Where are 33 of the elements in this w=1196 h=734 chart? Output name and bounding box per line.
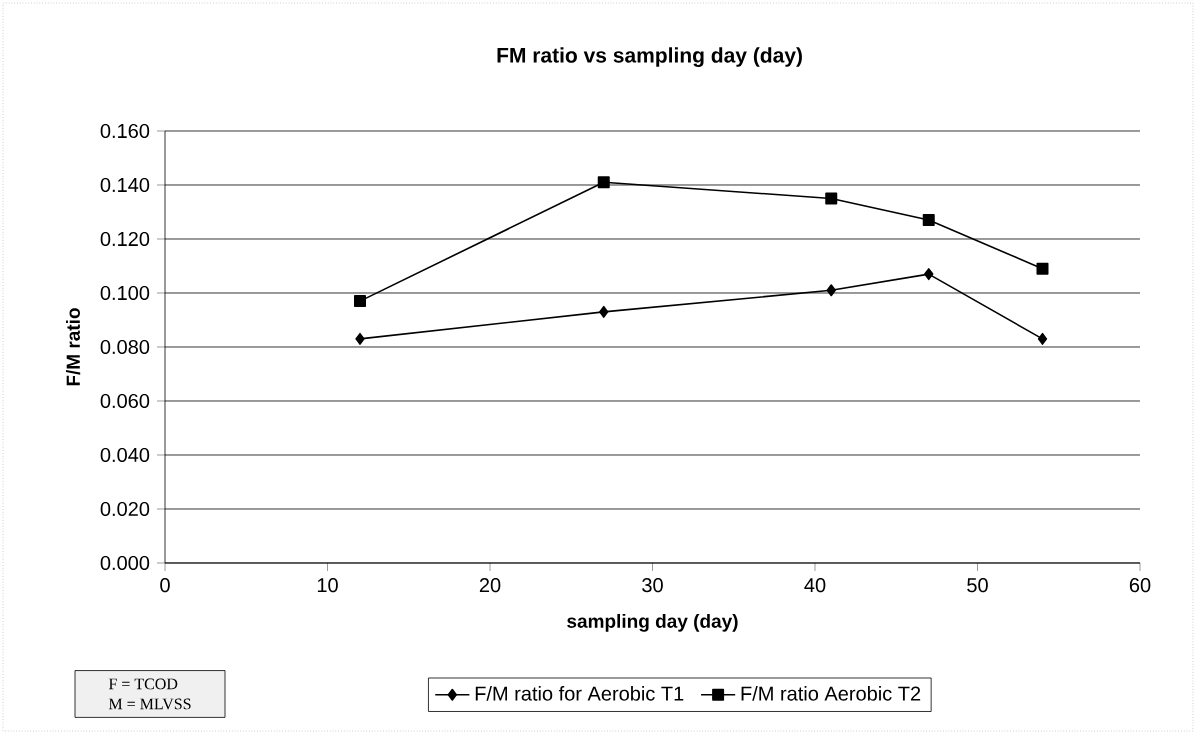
- y-tick-label: 0.060: [100, 393, 150, 409]
- y-tick-label: 0.080: [100, 339, 150, 355]
- point: [922, 214, 935, 227]
- x-axis-title: sampling day (day): [567, 613, 738, 632]
- y-tick-label: 0.140: [100, 177, 150, 193]
- x-tick-label: 50: [967, 578, 988, 593]
- y-tick-label: 0.120: [100, 231, 150, 247]
- point: [826, 284, 836, 297]
- y-tick-label: 0.020: [100, 501, 150, 517]
- y-axis-title: F/M ratio: [66, 308, 81, 386]
- y-tick-label: 0.000: [100, 555, 150, 571]
- point: [354, 295, 366, 308]
- x-tick-label: 60: [1129, 578, 1151, 593]
- text: F = TCOD: [108, 678, 178, 690]
- x-tick-label: 40: [804, 578, 826, 593]
- point: [924, 268, 934, 281]
- text: M = MLVSS: [108, 698, 191, 710]
- y-tick-label: 0.040: [100, 447, 150, 463]
- point: [1037, 332, 1048, 345]
- point: [1036, 262, 1049, 275]
- chart-title: FM ratio vs sampling day (day): [497, 47, 802, 67]
- point: [597, 176, 610, 189]
- x-tick-label: 10: [317, 578, 338, 593]
- legend-label: F/M ratio for Aerobic T1: [475, 686, 684, 701]
- x-tick-label: 20: [479, 578, 501, 593]
- y-tick-label: 0.100: [100, 285, 150, 301]
- point: [355, 332, 365, 345]
- x-tick-label: 0: [160, 578, 170, 593]
- legend-label: F/M ratio Aerobic T2: [741, 686, 921, 701]
- x-tick-label: 30: [642, 578, 663, 593]
- point: [599, 305, 609, 318]
- point: [825, 192, 838, 205]
- y-tick-label: 0.160: [100, 123, 150, 139]
